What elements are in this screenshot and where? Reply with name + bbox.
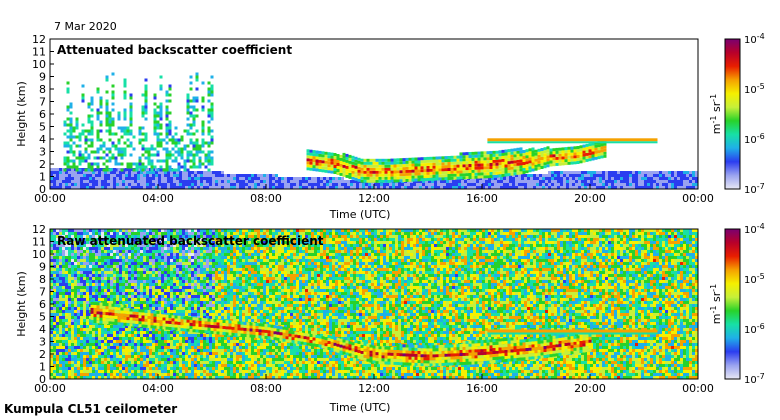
y-tick-label: 7 bbox=[39, 286, 46, 299]
y-tick-label: 2 bbox=[39, 348, 46, 361]
panel-title-raw: Raw attenuated backscatter coefficient bbox=[57, 234, 324, 248]
date-label: 7 Mar 2020 bbox=[54, 20, 117, 33]
colorbar-tick-label: 10-6 bbox=[744, 322, 765, 336]
colorbar-tick-label: 10-7 bbox=[744, 182, 765, 196]
x-tick-label: 12:00 bbox=[358, 382, 390, 395]
y-tick-label: 4 bbox=[39, 133, 46, 146]
x-tick-label: 16:00 bbox=[466, 382, 498, 395]
y-tick-label: 10 bbox=[32, 248, 46, 261]
x-axis-label-raw: Time (UTC) bbox=[329, 401, 391, 414]
x-tick-label: 20:00 bbox=[574, 192, 606, 205]
x-tick-label: 00:00 bbox=[682, 382, 714, 395]
feature-precipitation_streaks bbox=[63, 72, 214, 172]
y-tick-label: 8 bbox=[39, 83, 46, 96]
x-ticks-raw: 00:00 04:00 08:00 12:00 16:00 20:00 00:00 bbox=[34, 374, 714, 395]
x-tick-label: 00:00 bbox=[682, 192, 714, 205]
colorbar-units-attenuated: m-1 sr-1 bbox=[709, 94, 723, 134]
x-tick-label: 08:00 bbox=[250, 192, 282, 205]
y-tick-label: 10 bbox=[32, 58, 46, 71]
feature-cloud_layer bbox=[306, 139, 607, 183]
feature-thin_layer bbox=[487, 329, 658, 335]
colorbar-attenuated bbox=[724, 38, 741, 190]
y-tick-label: 4 bbox=[39, 323, 46, 336]
feature-thin_layer bbox=[487, 138, 658, 144]
colorbar-tick-label: 10-6 bbox=[744, 132, 765, 146]
x-tick-label: 20:00 bbox=[574, 382, 606, 395]
feature-cloud_layer bbox=[90, 298, 592, 367]
y-tick-label: 12 bbox=[32, 33, 46, 46]
colorbar-ticks-raw: 10-7 10-6 10-5 10-4 bbox=[744, 222, 765, 386]
feature-boundary_layer bbox=[50, 168, 698, 189]
y-tick-label: 12 bbox=[32, 223, 46, 236]
colorbar-tick-label: 10-5 bbox=[744, 272, 765, 286]
y-tick-label: 5 bbox=[39, 311, 46, 324]
y-tick-label: 0 bbox=[39, 373, 46, 386]
x-ticks-attenuated: 00:00 04:00 08:00 12:00 16:00 20:00 00:00 bbox=[34, 184, 714, 205]
colorbar-tick-label: 10-4 bbox=[744, 32, 765, 46]
y-tick-label: 11 bbox=[32, 46, 46, 59]
colorbar-ticks-attenuated: 10-7 10-6 10-5 10-4 bbox=[744, 32, 765, 196]
y-tick-label: 6 bbox=[39, 298, 46, 311]
colorbar-units-raw: m-1 sr-1 bbox=[709, 284, 723, 324]
colorbar-tick-label: 10-5 bbox=[744, 82, 765, 96]
y-tick-label: 9 bbox=[39, 261, 46, 274]
heatmap-raw bbox=[50, 229, 698, 379]
x-tick-label: 00:00 bbox=[34, 192, 66, 205]
y-tick-label: 3 bbox=[39, 336, 46, 349]
x-tick-label: 12:00 bbox=[358, 192, 390, 205]
y-tick-label: 3 bbox=[39, 146, 46, 159]
y-tick-label: 8 bbox=[39, 273, 46, 286]
y-tick-label: 6 bbox=[39, 108, 46, 121]
x-axis-label-attenuated: Time (UTC) bbox=[329, 208, 391, 221]
colorbar-raw bbox=[724, 228, 741, 380]
x-tick-label: 04:00 bbox=[142, 382, 174, 395]
colorbar-tick-label: 10-4 bbox=[744, 222, 765, 236]
instrument-label: Kumpula CL51 ceilometer bbox=[4, 402, 177, 416]
y-tick-label: 11 bbox=[32, 236, 46, 249]
x-tick-label: 04:00 bbox=[142, 192, 174, 205]
heatmap-attenuated bbox=[50, 72, 698, 189]
y-tick-label: 5 bbox=[39, 121, 46, 134]
panel-title-attenuated: Attenuated backscatter coefficient bbox=[57, 43, 292, 57]
y-tick-label: 9 bbox=[39, 71, 46, 84]
y-axis-label-raw: Height (km) bbox=[15, 271, 28, 337]
y-axis-label-attenuated: Height (km) bbox=[15, 81, 28, 147]
y-tick-label: 0 bbox=[39, 183, 46, 196]
x-tick-label: 08:00 bbox=[250, 382, 282, 395]
y-tick-label: 7 bbox=[39, 96, 46, 109]
y-tick-label: 1 bbox=[39, 171, 46, 184]
x-tick-label: 16:00 bbox=[466, 192, 498, 205]
colorbar-tick-label: 10-7 bbox=[744, 372, 765, 386]
y-tick-label: 2 bbox=[39, 158, 46, 171]
y-tick-label: 1 bbox=[39, 361, 46, 374]
x-tick-label: 00:00 bbox=[34, 382, 66, 395]
